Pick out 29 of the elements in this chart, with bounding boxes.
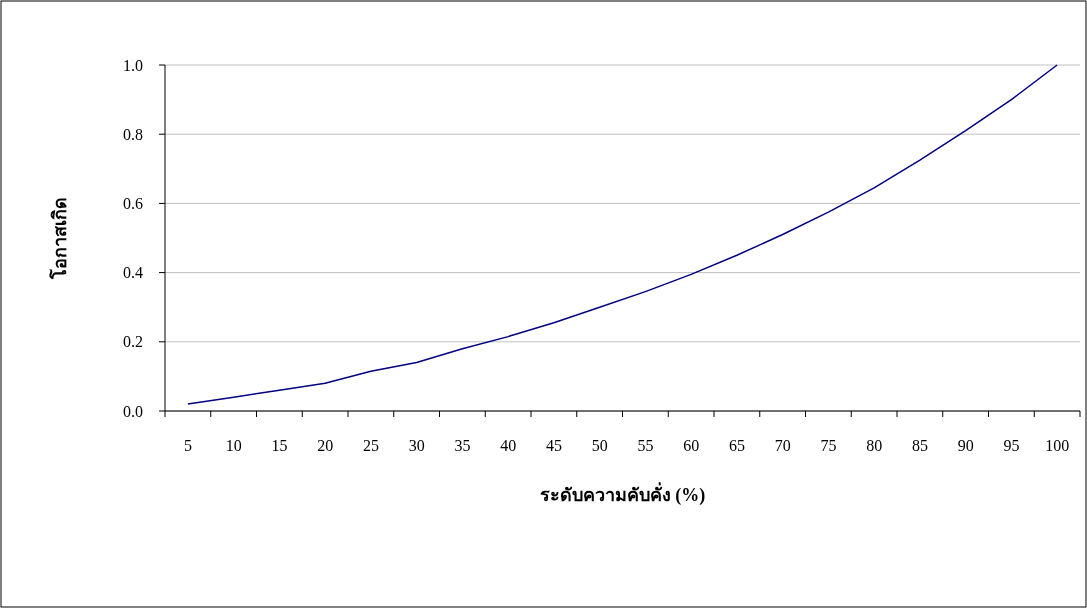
x-tick-label: 50 [591,437,608,454]
line-series [187,64,1058,405]
x-tick-label: 55 [637,437,654,454]
x-tick-label: 95 [1003,437,1020,454]
x-tick-label: 85 [911,437,928,454]
y-tick-label: 0.6 [123,195,143,212]
x-tick-label: 15 [271,437,288,454]
x-tick-label: 80 [866,437,883,454]
y-tick-label: 1.0 [123,56,143,74]
y-tick-label: 0.2 [123,333,143,351]
x-tick-label: 45 [545,437,562,454]
x-tick-label: 60 [683,437,700,454]
x-tick-label: 65 [728,437,745,454]
x-tick-label: 100 [1045,437,1070,454]
y-tick-label: 0.4 [123,264,143,282]
x-tick-label: 70 [774,437,791,454]
x-tick-label: 90 [957,437,974,454]
x-tick-label: 35 [454,437,471,454]
y-axis-title: โอกาสเกิด [49,197,70,280]
y-tick-label: 0.8 [123,125,143,143]
x-tick-label: 40 [500,437,517,454]
x-tick-label: 10 [225,437,242,454]
x-axis-title: ระดับความคับคั่ง (%) [539,482,706,506]
x-tick-label: 75 [820,437,837,454]
x-tick-label: 20 [317,437,334,454]
y-tick-label: 0.0 [123,402,143,420]
x-tick-label: 30 [408,437,425,454]
x-tick-label: 5 [183,437,192,454]
x-tick-label: 25 [362,437,379,454]
